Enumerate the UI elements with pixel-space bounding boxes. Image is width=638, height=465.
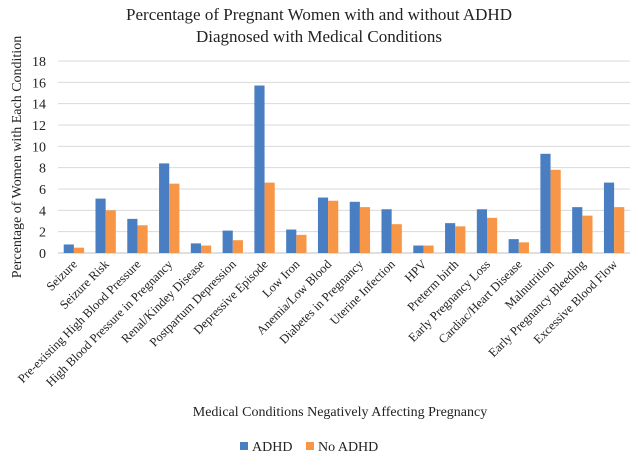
y-tick-label: 18	[32, 55, 46, 70]
bar-no-adhd	[550, 169, 561, 253]
y-tick-label: 10	[32, 140, 46, 155]
bar-no-adhd	[582, 215, 593, 253]
bar-adhd	[159, 163, 170, 253]
y-tick-label: 4	[39, 204, 46, 219]
bar-no-adhd	[455, 226, 466, 253]
bar-no-adhd	[391, 224, 402, 253]
bar-no-adhd	[423, 245, 434, 253]
y-tick-label: 6	[39, 183, 46, 198]
y-tick-label: 14	[32, 98, 46, 113]
bar-adhd	[603, 182, 615, 253]
bar-adhd	[413, 245, 424, 253]
y-tick-label: 0	[39, 247, 46, 262]
bar-no-adhd	[328, 200, 339, 253]
chart-title-line-2: Diagnosed with Medical Conditions	[196, 27, 442, 46]
bar-no-adhd	[487, 217, 498, 253]
bar-no-adhd	[105, 210, 116, 253]
legend-label: No ADHD	[318, 440, 378, 455]
x-tick-label: Pre-existing High Blood Pressure	[15, 257, 144, 386]
bar-adhd	[317, 197, 329, 253]
bar-no-adhd	[264, 182, 275, 253]
bar-no-adhd	[359, 207, 371, 253]
x-axis-label: Medical Conditions Negatively Affecting …	[193, 405, 487, 420]
bar-no-adhd	[296, 234, 307, 253]
bar-adhd	[95, 198, 106, 253]
bar-no-adhd	[518, 242, 529, 253]
bar-no-adhd	[137, 225, 148, 253]
bar-no-adhd	[169, 183, 180, 253]
bar-adhd	[540, 153, 551, 253]
bar-adhd	[286, 229, 297, 253]
legend-label: ADHD	[252, 440, 292, 455]
chart-title-line-1: Percentage of Pregnant Women with and wi…	[126, 5, 512, 24]
y-tick-label: 16	[32, 76, 46, 91]
bar-adhd	[63, 244, 74, 253]
bar-no-adhd	[232, 240, 243, 253]
bar-adhd	[349, 201, 360, 253]
bar-no-adhd	[73, 247, 85, 253]
bar-adhd	[381, 209, 392, 253]
bar-adhd	[222, 230, 233, 253]
legend-swatch	[306, 442, 314, 450]
bar-adhd	[254, 85, 265, 254]
bar-no-adhd	[614, 207, 625, 253]
legend-swatch	[240, 442, 248, 450]
x-tick-label: HPV	[402, 257, 430, 285]
bar-adhd	[476, 209, 487, 253]
y-tick-label: 12	[32, 119, 46, 134]
legend: ADHD No ADHD	[240, 440, 378, 455]
bar-adhd	[508, 239, 519, 253]
bar-adhd	[445, 223, 456, 253]
y-axis-label: Percentage of Women with Each Condition	[10, 36, 25, 278]
bar-adhd	[572, 207, 583, 253]
y-tick-label: 8	[39, 162, 46, 177]
y-tick-label: 2	[39, 226, 46, 241]
bar-no-adhd	[201, 245, 212, 253]
bar-adhd	[190, 243, 201, 253]
bar-adhd	[127, 218, 138, 253]
